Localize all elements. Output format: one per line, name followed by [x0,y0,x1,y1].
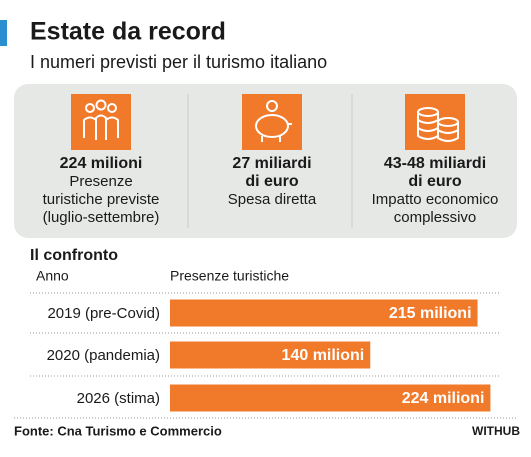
source: Fonte: Cna Turismo e Commercio [14,423,222,438]
brand: WITHUB [472,424,520,438]
stat-value: 43-48 miliardi [384,155,486,172]
bar-value-label: 215 milioni [389,305,472,322]
category-label: 2020 (pandemia) [47,347,160,364]
y-axis-label: Anno [36,268,69,284]
bar [170,299,478,327]
coins-icon [405,94,465,150]
x-axis-label: Presenze turistiche [170,268,289,284]
category-label: 2019 (pre-Covid) [47,305,160,322]
bar [170,384,491,412]
chart-title: Il confronto [30,247,118,264]
title: Estate da record [30,18,226,46]
stat-text: Spesa diretta [228,191,317,208]
stat-text: Impatto economico [372,191,499,208]
bar-value-label: 224 milioni [402,390,485,407]
title-accent [0,20,7,46]
bar-value-label: 140 milioni [282,347,365,364]
piggy-icon [242,94,302,150]
people-icon [71,94,131,150]
stat-value: di euro [408,173,462,190]
stat-value: 224 milioni [60,155,143,172]
subtitle: I numeri previsti per il turismo italian… [30,52,327,72]
stat-text: turistiche previste [43,191,160,208]
stat-value: 27 miliardi [232,155,311,172]
stat-value: di euro [245,173,299,190]
bar [170,341,371,369]
stat-text: (luglio-settembre) [43,209,160,226]
category-label: 2026 (stima) [77,390,160,407]
stat-text: Presenze [69,173,132,190]
stats-panel [14,84,517,238]
stat-text: complessivo [394,209,477,226]
